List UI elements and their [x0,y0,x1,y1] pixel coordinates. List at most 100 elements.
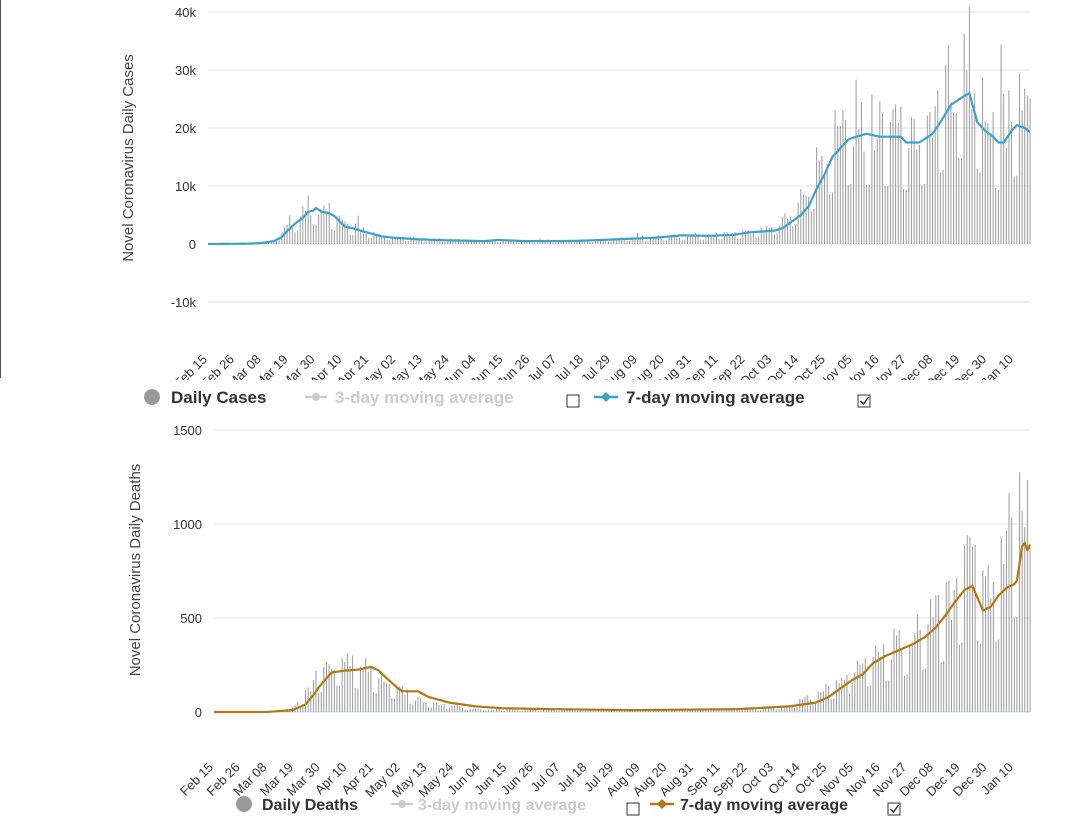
daily-bar [522,710,524,712]
daily-bar [312,224,314,244]
daily-bar [892,109,894,244]
daily-bar [323,205,325,244]
daily-bar [344,221,346,244]
daily-bar [905,189,907,244]
daily-bar [766,225,768,244]
daily-bar [579,710,581,712]
legend-item-daily-cases[interactable]: Daily Cases [144,388,266,407]
daily-bar [850,184,852,244]
daily-bar [739,710,741,712]
daily-bar [810,211,812,244]
daily-bar [789,216,791,244]
daily-bar [467,709,469,712]
daily-bar [833,698,835,712]
daily-bar [849,693,851,712]
legend-item-3day-ma[interactable]: 3-day moving average [305,388,514,407]
daily-bar [963,34,965,244]
daily-bar [1005,147,1007,244]
daily-bar [326,211,328,244]
daily-bar [997,189,999,244]
daily-bar [937,594,939,712]
checkbox-7day-bottom[interactable] [887,802,901,816]
daily-bar [982,570,984,712]
daily-bar [943,661,945,712]
daily-bar [333,670,335,712]
daily-bar [984,121,986,244]
daily-bar [623,238,625,244]
daily-bar [671,234,673,244]
daily-bar [760,709,762,712]
daily-bar [368,237,370,244]
daily-bar [590,709,592,712]
daily-bar [694,233,696,244]
daily-bar [977,640,979,712]
checkbox-7day-top[interactable] [857,394,871,408]
checkbox-3day-top[interactable] [566,394,580,408]
daily-bar [876,138,878,244]
daily-bar [553,709,555,712]
daily-bar [576,239,578,244]
daily-bar [341,219,343,244]
y-tick-label: 1500 [173,423,202,438]
legend-item-7day-ma[interactable]: 7-day moving average [594,388,805,407]
daily-bar [945,65,947,245]
legend-item-3day-ma-deaths[interactable]: 3-day moving average [391,797,586,814]
daily-bar [1021,110,1023,245]
daily-bar [447,239,449,244]
daily-bar [399,237,401,244]
daily-bar [305,689,307,712]
daily-bar [995,187,997,244]
daily-bar [388,683,390,712]
daily-bar [299,705,301,712]
daily-bar [979,172,981,244]
daily-bar [294,232,296,244]
daily-bar [516,710,518,712]
daily-bar [555,242,557,244]
daily-bar [561,709,563,712]
y-tick-label: 20k [175,121,196,136]
daily-bar [556,710,558,712]
daily-bar [465,240,467,244]
legend-3day-label: 3-day moving average [335,388,514,407]
daily-bar [431,239,433,244]
legend-item-daily-deaths[interactable]: Daily Deaths [236,796,358,814]
daily-bar [514,710,516,712]
daily-bar [974,544,976,712]
y-tick-label: 40k [175,5,196,20]
daily-bar [671,710,673,712]
daily-bar [673,234,675,244]
daily-bar [924,184,926,244]
daily-bar [700,239,702,244]
daily-bar [953,589,955,712]
daily-bar [856,660,858,712]
legend-item-7day-ma-deaths[interactable]: 7-day moving average [650,797,848,814]
daily-bar [867,686,869,712]
daily-bar [792,226,794,244]
daily-bar [611,710,613,712]
daily-bar [352,655,354,712]
daily-bar [710,709,712,712]
daily-bar [488,709,490,712]
daily-bar [495,708,497,712]
daily-bar [544,241,546,244]
daily-bar [339,685,341,712]
checkbox-3day-bottom[interactable] [626,802,640,816]
daily-bar [339,215,341,244]
daily-bar [634,239,636,244]
daily-bar [843,679,845,712]
daily-bar [323,666,325,712]
daily-bar [581,240,583,244]
daily-bar [420,238,422,244]
daily-bar [1008,493,1010,712]
daily-bar [607,241,609,244]
daily-bar [929,111,931,244]
daily-bar [987,123,989,244]
daily-bar [763,232,765,244]
daily-bar [441,705,443,712]
daily-bar [762,706,764,712]
daily-bar [507,240,509,244]
legend-7day-label: 7-day moving average [626,388,805,407]
daily-bar [302,206,304,244]
daily-bar [325,662,327,712]
daily-bar [435,702,437,712]
